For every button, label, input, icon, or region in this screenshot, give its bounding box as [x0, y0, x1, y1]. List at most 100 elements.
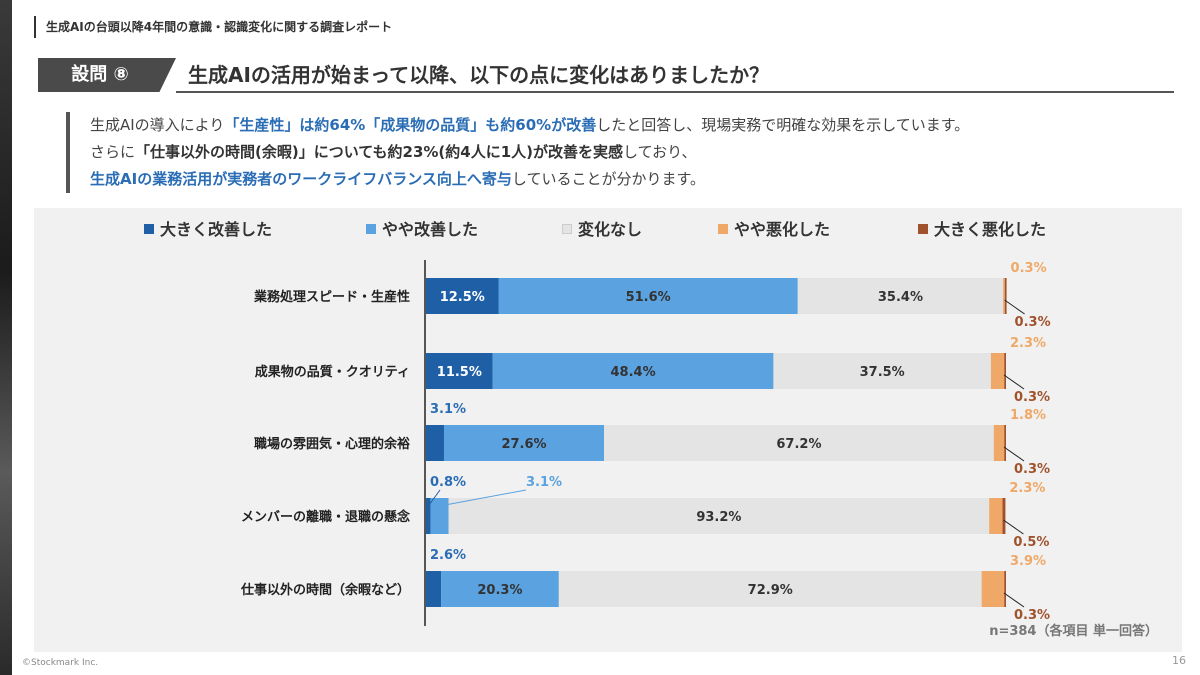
bar-segment-2 [558, 571, 982, 607]
data-label-somewhat-worse: 2.3% [1009, 481, 1045, 496]
question-title: 生成AIの活用が始まって以降、以下の点に変化はありましたか？ [188, 63, 770, 87]
bar-segment-1 [430, 498, 449, 534]
bar-segment-3 [989, 498, 1003, 534]
callout-line [1003, 374, 1025, 390]
summary-segment: したと回答し、現場実務で明確な効果を示しています。 [596, 116, 970, 134]
callout-line [1004, 299, 1025, 315]
data-label: 72.9% [748, 583, 793, 598]
summary-segment: 生成AIの導入により [90, 116, 225, 134]
data-label-callout: 3.1% [526, 475, 562, 490]
callout-line [1003, 446, 1025, 462]
category-label: 成果物の品質・クオリティ [255, 364, 410, 380]
data-label: 11.5% [437, 365, 482, 380]
data-label-greatly-worse: 0.3% [1015, 315, 1051, 330]
data-label-greatly-worse: 0.3% [1014, 608, 1050, 623]
report-title: 生成AIの台頭以降4年間の意識・認識変化に関する調査レポート [34, 16, 392, 38]
category-label: 職場の雰囲気・心理的余裕 [254, 436, 410, 452]
data-label: 48.4% [611, 365, 656, 380]
data-label: 67.2% [776, 437, 821, 452]
bar-segment-1 [498, 278, 798, 314]
bar-segment-2 [448, 498, 990, 534]
legend-swatch [918, 224, 928, 234]
bar-segment-3 [981, 571, 1005, 607]
data-label-somewhat-worse: 2.3% [1010, 336, 1046, 351]
data-label-greatly-worse: 0.3% [1014, 462, 1050, 477]
sample-size-note: n=384（各項目 単一回答） [989, 624, 1158, 639]
bar-segment-0 [426, 571, 442, 607]
category-label: メンバーの離職・退職の懸念 [241, 509, 410, 525]
legend-label: 大きく改善した [160, 220, 273, 239]
data-label: 51.6% [626, 290, 671, 305]
bar-segment-2 [604, 425, 994, 461]
data-label-somewhat-worse: 1.8% [1010, 408, 1046, 423]
legend-swatch [366, 224, 376, 234]
question-badge: 設問 ⑧ [38, 58, 176, 92]
summary-line-3: 生成AIの業務活用が実務者のワークライフバランス向上へ寄与していることが分かりま… [90, 166, 1170, 193]
legend-item-somewhat-improved: やや改善した [366, 218, 478, 242]
bar-segment-3 [993, 425, 1005, 461]
summary-text: 生成AIの導入により「生産性」は約64%「成果物の品質」も約60%が改善したと回… [66, 112, 1170, 193]
summary-bold: 「仕事以外の時間(余暇)」についても約23%(約4人に1人)が改善を実感 [135, 143, 624, 161]
legend-item-somewhat-worse: やや悪化した [718, 218, 830, 242]
copyright: ©Stockmark Inc. [22, 658, 99, 668]
legend-label: 大きく悪化した [934, 220, 1047, 239]
stacked-bar-chart: 業務処理スピード・生産性 12.5% 51.6% 35.4% 0.3% 0.3% 成果物の品… [240, 260, 1051, 626]
data-label-callout: 3.1% [430, 402, 466, 417]
data-label-somewhat-worse: 0.3% [1011, 261, 1047, 276]
summary-segment: していることが分かります。 [511, 170, 705, 188]
data-label-callout: 2.6% [430, 548, 466, 563]
bar-segment-0 [426, 498, 431, 534]
left-edge-decoration [0, 0, 12, 675]
summary-line-1: 生成AIの導入により「生産性」は約64%「成果物の品質」も約60%が改善したと回… [90, 112, 1170, 139]
bar-segment-4 [1004, 425, 1006, 461]
category-label: 業務処理スピード・生産性 [253, 289, 410, 305]
chart-legend: 大きく改善した やや改善した 変化なし やや悪化した 大きく悪化した [144, 218, 1144, 242]
data-label-greatly-worse: 0.3% [1014, 390, 1050, 405]
bar-segment-1 [441, 571, 559, 607]
bar-segment-0 [426, 278, 499, 314]
data-label: 12.5% [440, 290, 485, 305]
data-label-greatly-worse: 0.5% [1013, 535, 1049, 550]
bar-segment-4 [1004, 571, 1006, 607]
legend-swatch [144, 224, 154, 234]
category-label: 仕事以外の時間（余暇など） [240, 582, 410, 598]
bar-segment-4 [1004, 353, 1006, 389]
callout-line [439, 489, 527, 507]
summary-segment: しており、 [623, 143, 697, 161]
legend-swatch [562, 224, 572, 234]
summary-highlight: 「生産性」は約64%「成果物の品質」も約60%が改善 [224, 116, 597, 134]
bar-segment-4 [1002, 498, 1006, 534]
data-label: 35.4% [878, 290, 923, 305]
bar-segment-1 [492, 353, 774, 389]
summary-line-2: さらに「仕事以外の時間(余暇)」についても約23%(約4人に1人)が改善を実感し… [90, 139, 1170, 166]
question-bar: 設問 ⑧ 生成AIの活用が始まって以降、以下の点に変化はありましたか？ [38, 58, 1174, 93]
summary-highlight: 生成AIの業務活用が実務者のワークライフバランス向上へ寄与 [90, 170, 512, 188]
data-label: 27.6% [501, 437, 546, 452]
page-number: 16 [1172, 654, 1186, 667]
bar-segment-3 [1003, 278, 1005, 314]
bar-segment-4 [1004, 278, 1007, 314]
legend-item-greatly-improved: 大きく改善した [144, 218, 272, 242]
legend-label: やや悪化した [734, 220, 831, 239]
data-label-somewhat-worse: 3.9% [1010, 554, 1046, 569]
data-label: 20.3% [477, 583, 522, 598]
data-label-callout: 0.8% [430, 475, 466, 490]
legend-item-no-change: 変化なし [562, 218, 642, 242]
bar-segment-3 [990, 353, 1005, 389]
callout-line [1003, 592, 1025, 608]
legend-item-greatly-worse: 大きく悪化した [918, 218, 1046, 242]
chart-panel: 大きく改善した やや改善した 変化なし やや悪化した 大きく悪化した 業務処理ス… [34, 208, 1182, 652]
callout-line [1003, 519, 1024, 535]
bar-segment-1 [443, 425, 605, 461]
legend-label: 変化なし [578, 220, 643, 239]
data-label: 37.5% [860, 365, 905, 380]
title-underline [176, 91, 1174, 93]
legend-swatch [718, 224, 728, 234]
bar-segment-2 [773, 353, 991, 389]
bar-segment-0 [426, 425, 444, 461]
bar-segment-2 [797, 278, 1004, 314]
legend-label: やや改善した [382, 220, 479, 239]
callout-line [427, 489, 441, 507]
bar-segment-0 [426, 353, 493, 389]
summary-segment: さらに [90, 143, 136, 161]
